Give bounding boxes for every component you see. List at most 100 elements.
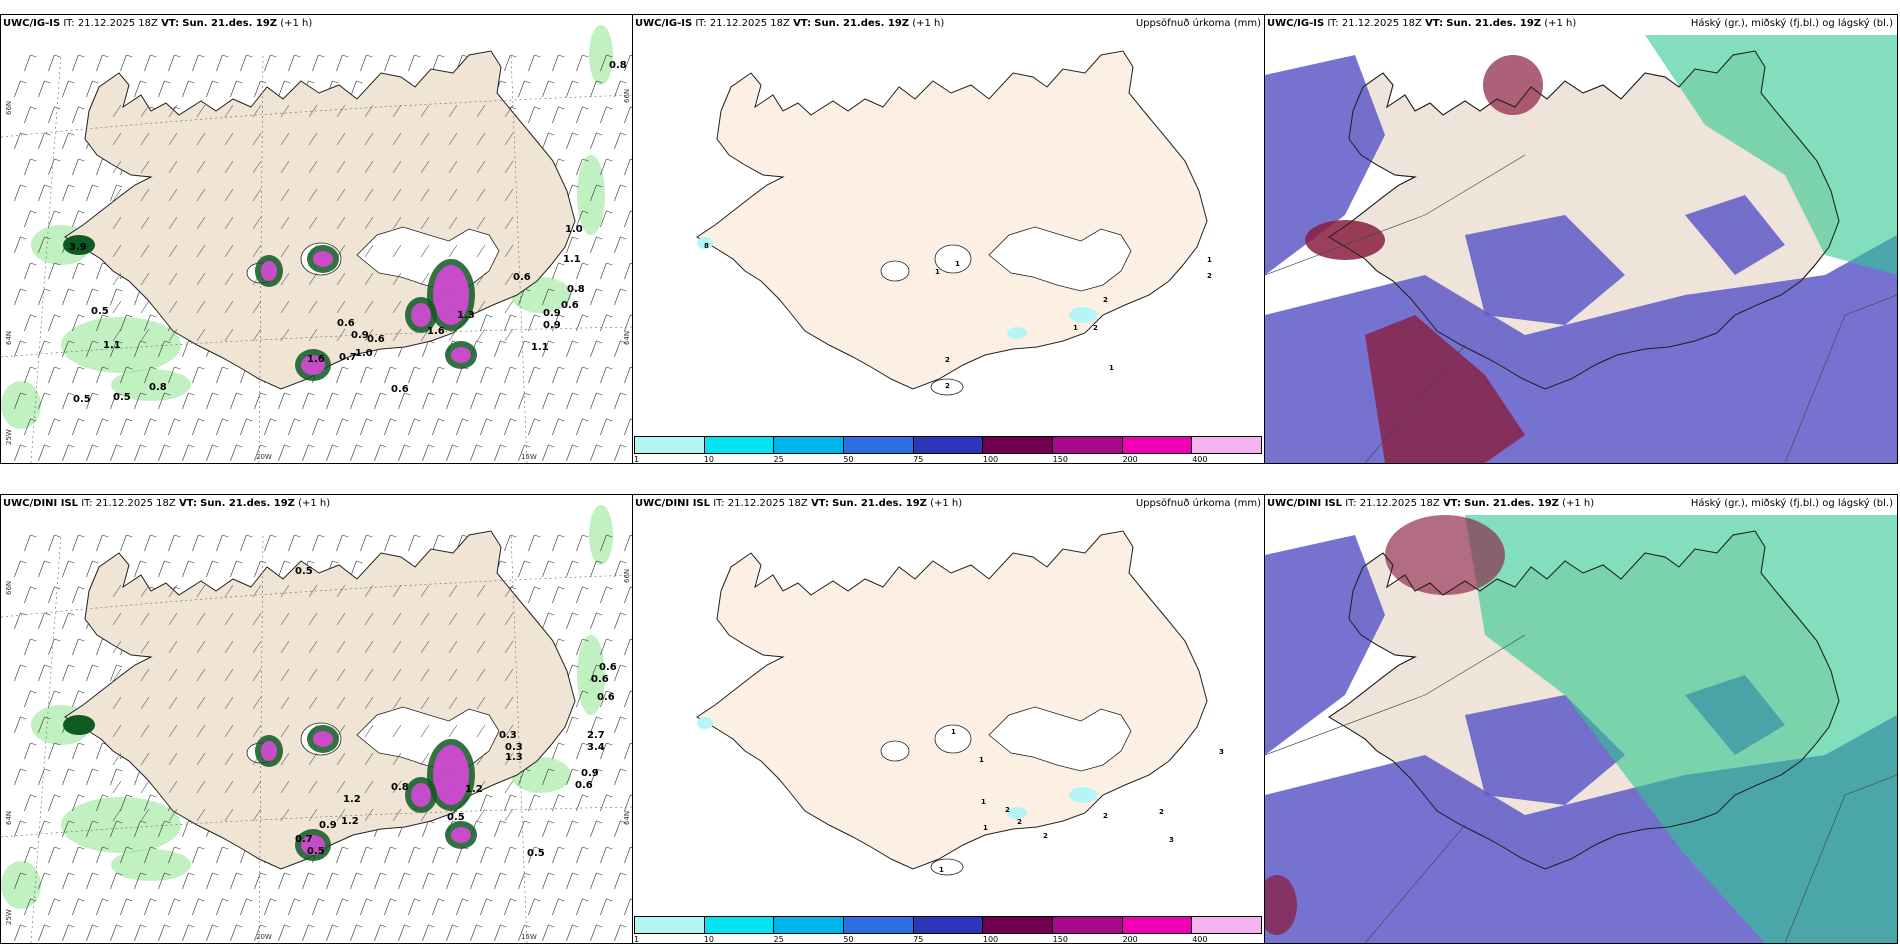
wind-barb-tick [630,638,633,641]
wind-barb [480,366,487,384]
wind-barb-tick [68,340,75,344]
wind-barb [566,560,573,578]
wind-barb [86,184,93,202]
wind-barb [384,898,391,916]
wind-barb [312,54,319,72]
wind-barb [196,752,206,766]
wind-barb-tick [620,444,627,448]
wind-barb [446,392,453,410]
wind-barb-tick [78,742,85,746]
wind-barb-tick [140,924,147,928]
wind-barb [14,288,21,306]
value-label: 0.9 [543,308,561,319]
wind-barb [252,724,262,738]
wind-barb-tick [236,80,243,84]
wind-barb [86,444,93,462]
wind-barb-tick [260,872,267,876]
wind-barb-tick [20,612,27,616]
wind-barb-tick [524,444,531,448]
wind-barb-tick [332,392,339,396]
wind-barb [196,188,206,202]
wind-barb [38,820,45,838]
wind-barb [112,244,122,258]
wind-barb [224,216,234,230]
wind-barb-tick [630,690,633,693]
wind-barb-tick [92,392,99,396]
wind-barb [196,132,206,146]
wind-barb [308,328,318,342]
wind-barb [476,160,486,174]
wind-barb-tick [558,586,565,590]
wind-barb [528,794,535,812]
value-label: 0.8 [609,60,627,71]
wind-barb-tick [630,314,633,317]
wind-barb-tick [342,534,349,538]
wind-barb [552,742,559,760]
wind-map [1,495,633,943]
wind-barb-tick [126,366,133,370]
wind-barb-tick [620,184,627,188]
wind-barb-tick [582,54,589,58]
wind-barb [308,640,318,654]
wind-barb-tick [54,262,61,266]
wind-barb [504,418,511,436]
wind-barb-tick [548,768,555,772]
wind-barb-tick [294,898,301,902]
wind-barb-tick [548,924,555,928]
wind-barb-tick [78,158,85,162]
wind-barb-tick [510,794,517,798]
wind-barb [230,392,237,410]
wind-barb [72,418,79,436]
cloud-map-panel-bottom: UWC/DINI ISL IT: 21.12.2025 18Z VT: Sun.… [1264,494,1898,944]
value-label: 0.6 [367,334,385,345]
wind-barb [590,184,597,202]
wind-barb [448,584,458,598]
wind-barb-tick [606,638,613,642]
wind-barb [72,262,79,280]
wind-barb-tick [630,794,633,797]
wind-barb-tick [164,820,171,824]
wind-barb [14,340,21,358]
snow-area [301,835,325,855]
wind-barb-tick [44,664,51,668]
mid-cloud [1465,515,1897,943]
wind-barb [72,106,79,124]
wind-barb-tick [500,340,507,344]
wind-barb-tick [188,444,195,448]
precip-map-panel-bottom: UWC/DINI ISL IT: 21.12.2025 18Z VT: Sun.… [632,494,1266,944]
wind-barb-tick [356,924,363,928]
wind-barb-tick [116,288,123,292]
wind-barb [224,300,234,314]
wind-barb [470,872,477,890]
wind-barb [504,54,511,72]
wind-barb [518,560,525,578]
wind-barb [448,808,458,822]
wind-barb-tick [630,586,633,589]
wind-barb [252,132,262,146]
value-label: 2 [945,356,950,364]
legend-swatch [913,917,984,933]
wind-barb [624,690,631,708]
wind-barb-tick [30,158,37,162]
wind-barb [600,106,607,124]
wind-barb [542,340,549,358]
wind-barb [196,668,206,682]
wind-barb [278,872,285,890]
glacier [880,740,910,762]
wind-barb [448,612,458,626]
wind-barb [420,132,430,146]
wind-barb-tick [116,444,123,448]
wind-barb-tick [572,184,579,188]
value-label: 1.2 [343,794,361,805]
wind-barb [408,534,415,552]
wind-barb-tick [68,288,75,292]
wind-barb [308,668,318,682]
wind-barb [528,314,535,332]
wind-barb [528,534,535,552]
wind-barb [624,586,631,604]
wind-barb-tick [246,534,253,538]
wind-barb [144,898,151,916]
wind-barb-tick [318,534,325,538]
wind-barb [62,872,69,890]
wind-barb-tick [534,586,541,590]
